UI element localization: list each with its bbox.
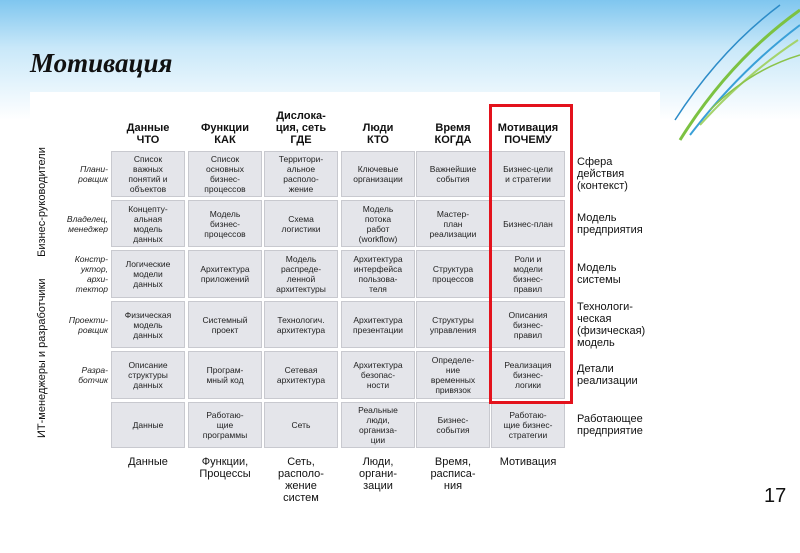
framework-cell: Сеть <box>264 402 338 448</box>
bottom-label: Люди, органи- зации <box>358 456 397 492</box>
bottom-label: Сеть, располо- жение систем <box>278 456 324 504</box>
bottom-label: Данные <box>128 456 168 468</box>
framework-cell: Архитектура безопас- ности <box>341 351 415 399</box>
framework-cell: Описания бизнес- правил <box>491 301 565 348</box>
row-role: Разра- ботчик <box>78 365 108 385</box>
motivation-column-highlight <box>489 104 573 404</box>
bottom-label: Время, расписа- ния <box>430 456 476 492</box>
page-number: 17 <box>764 485 787 507</box>
framework-cell: Работаю- щие программы <box>188 402 262 448</box>
row-label: Работающее предприятие <box>577 413 643 437</box>
framework-cell: Схема логистики <box>264 200 338 247</box>
framework-cell: Данные <box>111 402 185 448</box>
bottom-label: Мотивация <box>499 456 557 468</box>
row-label: Модель предприятия <box>577 211 643 236</box>
framework-cell: Ключевые организации <box>341 151 415 197</box>
group-label: ИТ-менеджеры и разработчики <box>36 278 48 438</box>
row-role: Констр- уктор, архи- тектор <box>74 254 108 294</box>
framework-cell: Архитектура приложений <box>188 250 262 298</box>
column-header: Мотивация ПОЧЕМУ <box>497 122 559 146</box>
framework-cell: Бизнес-план <box>491 200 565 247</box>
framework-cell: Список основных бизнес- процессов <box>188 151 262 197</box>
row-label: Сфера действия (контекст) <box>577 156 628 192</box>
framework-cell: Мастер- план реализации <box>416 200 490 247</box>
decorative-streaks <box>674 4 800 141</box>
framework-cell: Реализация бизнес- логики <box>491 351 565 399</box>
column-header: Функции КАК <box>201 122 249 146</box>
framework-cell: Физическая модель данных <box>111 301 185 348</box>
column-header: Люди КТО <box>362 122 394 146</box>
framework-cell: Структура процессов <box>416 250 490 298</box>
framework-cell: Концепту- альная модель данных <box>111 200 185 247</box>
framework-cell: Архитектура презентации <box>341 301 415 348</box>
row-role: Проекти- ровщик <box>68 314 108 335</box>
row-label: Технологи- ческая (физическая) модель <box>577 300 646 349</box>
framework-cell: Описание структуры данных <box>111 351 185 399</box>
framework-cell: Бизнес- события <box>416 402 490 448</box>
bottom-label: Функции, Процессы <box>199 456 251 480</box>
column-header: Дислока- ция, сеть ГДЕ <box>275 110 327 146</box>
column-header: Данные ЧТО <box>126 122 170 146</box>
framework-cell: Важнейшие события <box>416 151 490 197</box>
framework-cell: Модель потока работ (workflow) <box>341 200 415 247</box>
framework-cell: Технологич. архитектура <box>264 301 338 348</box>
framework-cell: Список важных понятий и объектов <box>111 151 185 197</box>
framework-cell: Роли и модели бизнес- правил <box>491 250 565 298</box>
framework-cell: Модель распреде- ленной архитектуры <box>264 250 338 298</box>
group-label: Бизнес-руководители <box>36 147 48 257</box>
framework-cell: Территори- альное располо- жение <box>264 151 338 197</box>
framework-cell: Определе- ние временных привязок <box>416 351 490 399</box>
framework-cell: Реальные люди, организа- ции <box>341 402 415 448</box>
framework-cell: Сетевая архитектура <box>264 351 338 399</box>
framework-cell: Модель бизнес- процессов <box>188 200 262 247</box>
framework-cell: Системный проект <box>188 301 262 348</box>
framework-cell: Програм- мный код <box>188 351 262 399</box>
framework-cell: Архитектура интерфейса пользова- теля <box>341 250 415 298</box>
column-header: Время КОГДА <box>434 122 472 146</box>
row-role: Владелец, менеджер <box>66 213 108 234</box>
framework-cell: Работаю- щие бизнес- стратегии <box>491 402 565 448</box>
row-label: Детали реализации <box>577 363 638 387</box>
slide-title: Мотивация <box>30 48 173 78</box>
framework-cell: Структуры управления <box>416 301 490 348</box>
row-role: Плани- ровщик <box>78 164 108 184</box>
row-label: Модель системы <box>577 262 621 286</box>
framework-cell: Логические модели данных <box>111 250 185 298</box>
